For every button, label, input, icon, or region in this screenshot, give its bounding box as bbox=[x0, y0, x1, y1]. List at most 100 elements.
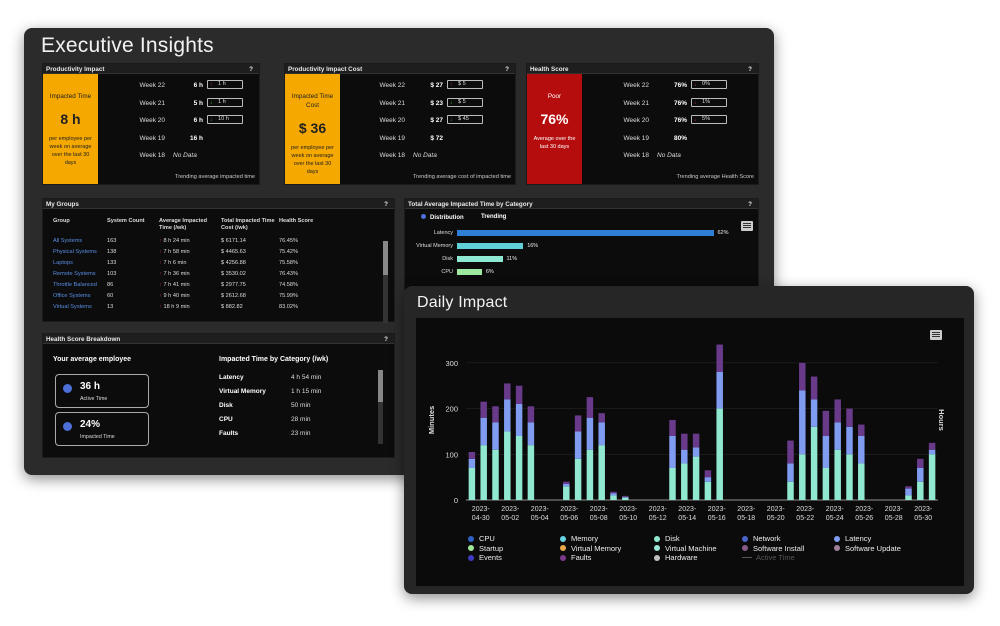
table-row[interactable]: Physical Systems 138 ↑ 7 h 58 min $ 4465.63 7… bbox=[51, 247, 329, 258]
bar-segment-disk[interactable] bbox=[669, 468, 676, 500]
bar-segment-latency[interactable] bbox=[515, 404, 523, 436]
table-row[interactable]: Remote Systems 103 ↑ 7 h 36 min $ 3530.02 76.… bbox=[51, 269, 329, 280]
legend-item[interactable]: Active Time bbox=[742, 553, 795, 562]
bar-segment-faults[interactable] bbox=[704, 470, 712, 478]
bar-segment-latency[interactable] bbox=[622, 496, 629, 498]
legend-item[interactable]: Latency bbox=[834, 534, 871, 543]
bar-segment-faults[interactable] bbox=[799, 362, 806, 391]
bar-segment-faults[interactable] bbox=[692, 433, 700, 448]
bar-segment-disk[interactable] bbox=[692, 456, 700, 500]
bar-segment-faults[interactable] bbox=[527, 406, 535, 423]
help-icon[interactable]: ? bbox=[748, 66, 752, 73]
bar-segment-disk[interactable] bbox=[917, 481, 924, 500]
scrollbar-thumb[interactable] bbox=[383, 241, 388, 275]
bar-segment-faults[interactable] bbox=[846, 408, 853, 427]
bar-segment-latency[interactable] bbox=[527, 422, 535, 446]
breakdown-scrollbar[interactable] bbox=[378, 370, 383, 444]
bar-segment-disk[interactable] bbox=[822, 468, 830, 500]
bar-segment-faults[interactable] bbox=[905, 486, 912, 489]
bar-segment-faults[interactable] bbox=[622, 495, 629, 497]
legend-item[interactable]: Events bbox=[468, 553, 502, 562]
column-header[interactable]: Average Impacted Time (/wk) bbox=[159, 218, 207, 231]
bar-segment-latency[interactable] bbox=[858, 436, 865, 464]
bar-segment-latency[interactable] bbox=[810, 399, 818, 427]
bar-segment-latency[interactable] bbox=[574, 431, 582, 459]
bar-segment-disk[interactable] bbox=[858, 463, 865, 500]
bar-segment-disk[interactable] bbox=[905, 495, 912, 500]
column-header[interactable]: Health Score bbox=[279, 218, 314, 224]
bar-segment-disk[interactable] bbox=[622, 497, 629, 500]
legend-item[interactable]: Network bbox=[742, 534, 781, 543]
bar-segment-faults[interactable] bbox=[917, 458, 924, 468]
bar-segment-faults[interactable] bbox=[822, 410, 830, 436]
legend-item[interactable]: CPU bbox=[468, 534, 495, 543]
bar-segment-faults[interactable] bbox=[716, 344, 723, 372]
table-row[interactable]: All Systems 163 ↑ 8 h 24 min $ 6171.14 76.45% bbox=[51, 236, 329, 247]
column-header[interactable]: Group bbox=[53, 218, 70, 224]
group-name-link[interactable]: All Systems bbox=[53, 238, 83, 245]
help-icon[interactable]: ? bbox=[384, 201, 388, 208]
bar-segment-latency[interactable] bbox=[846, 426, 853, 455]
bar-segment-faults[interactable] bbox=[598, 413, 605, 423]
legend-item[interactable]: Disk bbox=[654, 534, 680, 543]
bar-segment-latency[interactable] bbox=[610, 493, 617, 496]
bar-segment-latency[interactable] bbox=[917, 468, 924, 482]
bar-segment-disk[interactable] bbox=[716, 408, 723, 500]
bar-segment-latency[interactable] bbox=[480, 417, 487, 446]
bar-segment-disk[interactable] bbox=[799, 454, 806, 500]
category-bar[interactable] bbox=[457, 256, 503, 262]
group-name-link[interactable]: Remote Systems bbox=[53, 271, 96, 278]
table-row[interactable]: Laptops 133 ↑ 7 h 6 min $ 4256.88 75.58% bbox=[51, 258, 329, 269]
bar-segment-disk[interactable] bbox=[563, 486, 570, 500]
group-name-link[interactable]: Throttle Balanced bbox=[53, 282, 97, 288]
legend-item[interactable]: Startup bbox=[468, 544, 503, 553]
bar-segment-faults[interactable] bbox=[586, 397, 594, 418]
scrollbar-thumb[interactable] bbox=[378, 370, 383, 402]
bar-segment-disk[interactable] bbox=[846, 454, 853, 500]
legend-item[interactable]: Memory bbox=[560, 534, 598, 543]
bar-segment-disk[interactable] bbox=[681, 463, 688, 500]
bar-segment-disk[interactable] bbox=[834, 449, 841, 500]
bar-segment-latency[interactable] bbox=[928, 449, 936, 455]
bar-segment-disk[interactable] bbox=[598, 445, 605, 500]
bar-segment-disk[interactable] bbox=[527, 445, 535, 500]
bar-segment-latency[interactable] bbox=[704, 477, 712, 482]
bar-segment-latency[interactable] bbox=[787, 463, 794, 482]
tab-distribution[interactable]: Distribution bbox=[421, 214, 464, 221]
bar-segment-latency[interactable] bbox=[905, 488, 912, 496]
legend-item[interactable]: Hardware bbox=[654, 553, 698, 562]
bar-segment-latency[interactable] bbox=[834, 422, 841, 450]
bar-segment-disk[interactable] bbox=[704, 481, 712, 500]
bar-segment-latency[interactable] bbox=[681, 449, 688, 464]
bar-segment-disk[interactable] bbox=[468, 468, 476, 500]
bar-segment-faults[interactable] bbox=[669, 420, 676, 436]
legend-item[interactable]: Software Install bbox=[742, 544, 804, 553]
group-name-link[interactable]: Virtual Systems bbox=[53, 303, 92, 310]
bar-segment-disk[interactable] bbox=[610, 495, 617, 500]
bar-segment-faults[interactable] bbox=[681, 433, 688, 450]
bar-segment-faults[interactable] bbox=[787, 440, 794, 464]
help-icon[interactable]: ? bbox=[384, 336, 388, 343]
bar-segment-disk[interactable] bbox=[504, 431, 511, 500]
bar-segment-faults[interactable] bbox=[834, 399, 841, 423]
bar-segment-latency[interactable] bbox=[563, 484, 570, 487]
bar-segment-latency[interactable] bbox=[692, 447, 700, 457]
category-bar[interactable] bbox=[457, 269, 482, 275]
bar-segment-disk[interactable] bbox=[480, 445, 487, 500]
bar-segment-faults[interactable] bbox=[515, 385, 523, 404]
bar-segment-faults[interactable] bbox=[504, 383, 511, 400]
bar-segment-disk[interactable] bbox=[928, 454, 936, 500]
bar-segment-disk[interactable] bbox=[515, 436, 523, 500]
bar-segment-disk[interactable] bbox=[492, 449, 499, 500]
legend-item[interactable]: Virtual Machine bbox=[654, 544, 717, 553]
group-name-link[interactable]: Office Systems bbox=[53, 292, 91, 299]
legend-item[interactable]: Software Update bbox=[834, 544, 901, 553]
tab-trending[interactable]: Trending bbox=[481, 214, 506, 220]
bar-segment-faults[interactable] bbox=[563, 481, 570, 484]
help-icon[interactable]: ? bbox=[505, 66, 509, 73]
group-name-link[interactable]: Laptops bbox=[53, 260, 73, 267]
help-icon[interactable]: ? bbox=[249, 66, 253, 73]
groups-scrollbar[interactable] bbox=[383, 241, 388, 323]
help-icon[interactable]: ? bbox=[748, 201, 752, 208]
bar-segment-faults[interactable] bbox=[574, 415, 582, 432]
